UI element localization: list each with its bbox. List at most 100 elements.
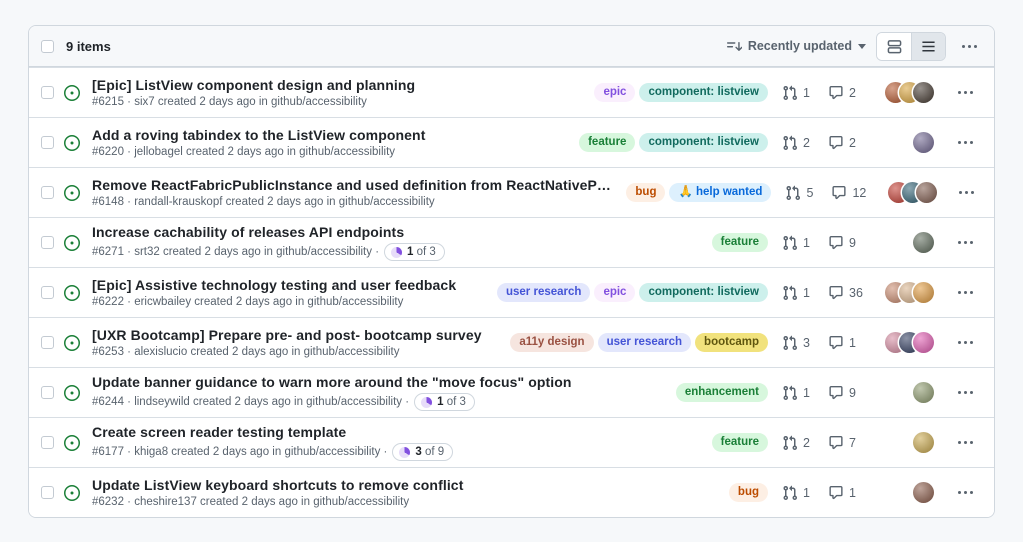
row-more-button[interactable] — [952, 330, 978, 356]
issue-labels: user research epic component: listview — [496, 283, 768, 302]
issue-label[interactable]: bug — [626, 183, 666, 202]
row-more-button[interactable] — [952, 480, 978, 506]
issue-row[interactable]: [UXR Bootcamp] Prepare pre- and post- bo… — [29, 317, 994, 367]
avatar[interactable] — [913, 82, 934, 103]
avatar[interactable] — [913, 132, 934, 153]
issue-label[interactable]: component: listview — [639, 83, 768, 102]
row-more-button[interactable] — [952, 80, 978, 106]
row-checkbox[interactable] — [41, 336, 54, 349]
issue-title[interactable]: Add a roving tabindex to the ListView co… — [92, 127, 426, 143]
comments[interactable]: 12 — [831, 185, 877, 200]
linked-prs[interactable]: 1 — [782, 285, 828, 301]
issue-label[interactable]: enhancement — [675, 383, 768, 402]
tasks-progress-pill[interactable]: 1 of 3 — [384, 243, 445, 261]
issue-title[interactable]: Increase cachability of releases API end… — [92, 224, 405, 240]
issue-label[interactable]: component: listview — [639, 133, 768, 152]
issue-label[interactable]: user research — [496, 283, 591, 302]
issue-label[interactable]: a11y design — [510, 333, 594, 352]
linked-prs[interactable]: 2 — [782, 435, 828, 451]
pull-request-icon — [783, 335, 798, 350]
linked-prs[interactable]: 1 — [782, 235, 828, 251]
open-issue-icon — [64, 134, 80, 151]
open-issue-icon — [64, 384, 80, 401]
issue-title[interactable]: [Epic] Assistive technology testing and … — [92, 277, 457, 293]
row-more-button[interactable] — [952, 380, 978, 406]
issue-title[interactable]: Update ListView keyboard shortcuts to re… — [92, 477, 464, 493]
sort-label: Recently updated — [747, 39, 852, 53]
tasks-progress-pill[interactable]: 3 of 9 — [392, 443, 454, 461]
comments[interactable]: 2 — [828, 135, 874, 150]
comments[interactable]: 1 — [828, 485, 874, 500]
toolbar-more-button[interactable] — [956, 33, 982, 59]
row-checkbox[interactable] — [41, 186, 54, 199]
issue-label[interactable]: feature — [579, 133, 636, 152]
issue-title[interactable]: [Epic] ListView component design and pla… — [92, 77, 416, 93]
issue-label[interactable]: epic — [594, 283, 636, 302]
row-more-button[interactable] — [952, 430, 978, 456]
issue-title[interactable]: [UXR Bootcamp] Prepare pre- and post- bo… — [92, 327, 482, 343]
issue-label[interactable]: epic — [594, 83, 636, 102]
issue-row[interactable]: Add a roving tabindex to the ListView co… — [29, 117, 994, 167]
issue-label[interactable]: bug — [728, 483, 768, 502]
row-more-button[interactable] — [952, 230, 978, 256]
comments[interactable]: 2 — [828, 85, 874, 100]
issue-label[interactable]: component: listview — [639, 283, 768, 302]
comments[interactable]: 1 — [828, 335, 874, 350]
comments[interactable]: 9 — [828, 235, 874, 250]
row-checkbox[interactable] — [41, 236, 54, 249]
comments[interactable]: 9 — [828, 385, 874, 400]
pull-request-icon — [783, 135, 798, 150]
avatar[interactable] — [913, 232, 934, 253]
linked-prs[interactable]: 3 — [782, 335, 828, 351]
avatar[interactable] — [913, 332, 934, 353]
issue-row[interactable]: Update banner guidance to warn more arou… — [29, 367, 994, 417]
comment-icon — [829, 485, 843, 500]
issue-label[interactable]: 🙏 help wanted — [669, 183, 772, 202]
row-more-button[interactable] — [955, 180, 978, 206]
row-more-button[interactable] — [952, 130, 978, 156]
issue-label[interactable]: feature — [711, 433, 768, 452]
linked-prs[interactable]: 1 — [782, 385, 828, 401]
issue-row[interactable]: Update ListView keyboard shortcuts to re… — [29, 467, 994, 517]
issue-label[interactable]: bootcamp — [695, 333, 768, 352]
issue-row[interactable]: Create screen reader testing template #6… — [29, 417, 994, 467]
row-checkbox[interactable] — [41, 386, 54, 399]
row-checkbox[interactable] — [41, 486, 54, 499]
avatar[interactable] — [913, 432, 934, 453]
issue-title[interactable]: Create screen reader testing template — [92, 424, 347, 440]
avatar[interactable] — [913, 482, 934, 503]
avatar[interactable] — [913, 282, 934, 303]
linked-prs[interactable]: 1 — [782, 85, 828, 101]
linked-prs[interactable]: 1 — [782, 485, 828, 501]
progress-pie-icon — [421, 396, 433, 408]
avatar[interactable] — [913, 382, 934, 403]
row-checkbox[interactable] — [41, 286, 54, 299]
avatar[interactable] — [916, 182, 938, 203]
issue-labels: enhancement — [675, 383, 768, 402]
row-more-button[interactable] — [952, 280, 978, 306]
issue-title[interactable]: Remove ReactFabricPublicInstance and use… — [92, 177, 615, 193]
open-issue-icon — [64, 434, 80, 451]
issue-label[interactable]: user research — [597, 333, 692, 352]
list-view-button[interactable] — [911, 32, 945, 60]
issue-row[interactable]: Remove ReactFabricPublicInstance and use… — [29, 167, 994, 217]
card-view-button[interactable] — [877, 32, 911, 60]
issue-title[interactable]: Update banner guidance to warn more arou… — [92, 374, 572, 390]
linked-prs[interactable]: 2 — [782, 135, 828, 151]
pull-request-icon — [783, 385, 798, 400]
issue-row[interactable]: Increase cachability of releases API end… — [29, 217, 994, 267]
select-all-checkbox[interactable] — [41, 39, 54, 53]
row-checkbox[interactable] — [41, 86, 54, 99]
kebab-icon — [957, 341, 973, 344]
row-checkbox[interactable] — [41, 436, 54, 449]
comments[interactable]: 36 — [828, 285, 874, 300]
row-checkbox[interactable] — [41, 136, 54, 149]
issue-row[interactable]: [Epic] ListView component design and pla… — [29, 67, 994, 117]
comments[interactable]: 7 — [828, 435, 874, 450]
open-issue-icon — [64, 234, 80, 251]
issue-row[interactable]: [Epic] Assistive technology testing and … — [29, 267, 994, 317]
issue-label[interactable]: feature — [711, 233, 768, 252]
tasks-progress-pill[interactable]: 1 of 3 — [414, 393, 475, 411]
linked-prs[interactable]: 5 — [785, 185, 831, 201]
sort-button[interactable]: Recently updated — [726, 39, 866, 54]
